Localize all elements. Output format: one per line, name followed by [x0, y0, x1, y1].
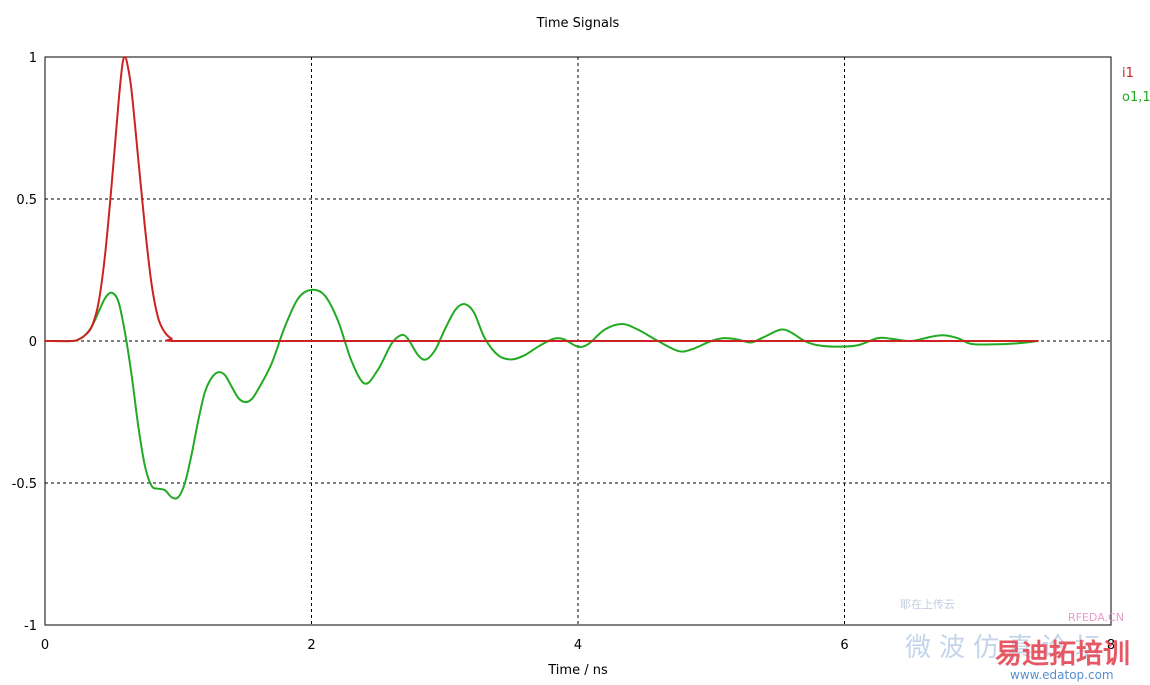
y-tick-label: 0	[29, 335, 37, 350]
watermark-line1: 微波仿真论坛	[905, 633, 1109, 663]
watermark-url: www.edatop.com	[1010, 668, 1114, 682]
x-tick-label: 6	[840, 638, 848, 653]
series-line-i1	[44, 56, 1039, 343]
y-tick-label: -1	[24, 619, 37, 634]
legend-entry: i1	[1122, 66, 1134, 81]
watermark-line2: 易迪拓培训	[995, 639, 1130, 670]
x-axis-label: Time / ns	[547, 663, 608, 678]
series-layer	[44, 56, 1039, 500]
y-tick-label: -0.5	[12, 477, 37, 492]
y-tick-label: 1	[29, 51, 37, 66]
watermark-small-text: 耶在上传云	[900, 598, 955, 611]
y-tick-label: 0.5	[16, 193, 37, 208]
tick-labels: 0 2 4 6 8 1 0.5 0 -0.5 -1	[12, 51, 1116, 653]
x-tick-label: 2	[307, 638, 315, 653]
x-tick-label: 8	[1107, 638, 1115, 653]
x-tick-label: 4	[574, 638, 582, 653]
legend: i1 o1,1	[1122, 66, 1150, 105]
legend-entry: o1,1	[1122, 90, 1150, 105]
x-tick-label: 0	[41, 638, 49, 653]
watermark-brand: RFEDA.CN	[1068, 611, 1124, 624]
chart-title: Time Signals	[536, 16, 620, 31]
watermark: 耶在上传云 RFEDA.CN 微波仿真论坛 易迪拓培训 www.edatop.c…	[900, 598, 1130, 682]
series-line-o1-1	[44, 288, 1039, 500]
